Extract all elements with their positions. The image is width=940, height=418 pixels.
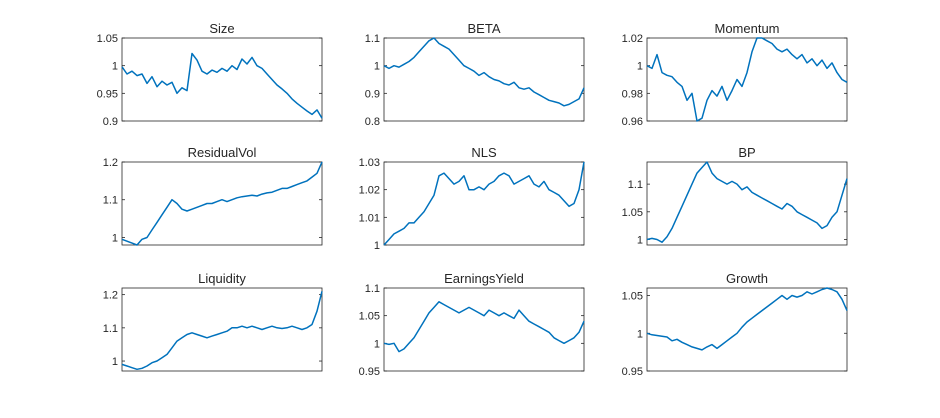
- y-tick-label: 1: [374, 338, 380, 350]
- y-tick-label: 1.1: [365, 33, 380, 45]
- y-tick-label: 0.9: [365, 88, 380, 100]
- axes-box: [121, 161, 323, 246]
- y-tick-label: 1: [637, 234, 643, 246]
- subplot-title: BP: [738, 145, 755, 160]
- axes-box: [646, 287, 848, 372]
- y-tick-label: 1: [374, 61, 380, 73]
- y-tick-label: 1.1: [103, 323, 118, 335]
- y-tick-label: 1.1: [628, 179, 643, 191]
- y-tick-label: 1.03: [359, 157, 380, 169]
- y-tick-label: 1: [112, 232, 118, 244]
- y-tick-label: 1: [637, 328, 643, 340]
- y-tick-label: 0.95: [359, 366, 380, 378]
- series-line: [383, 37, 585, 107]
- subplot-bp: BP 1 1.05 1.1: [622, 145, 848, 246]
- y-tick-label: 1: [112, 61, 118, 73]
- subplot-title: Momentum: [714, 21, 779, 36]
- y-tick-label: 1: [637, 61, 643, 73]
- y-tick-label: 1.05: [622, 291, 643, 303]
- axes-box: [383, 287, 585, 372]
- y-tick-label: 0.8: [365, 116, 380, 128]
- axes-box: [646, 161, 848, 246]
- subplot-residualvol: ResidualVol 1 1.1 1.2: [103, 145, 323, 246]
- y-tick-label: 1: [374, 240, 380, 252]
- axes-box: [121, 37, 323, 122]
- subplot-momentum: Momentum 0.96 0.98 1 1.02: [622, 21, 848, 128]
- subplot-title: ResidualVol: [188, 145, 257, 160]
- y-tick-label: 1.02: [622, 33, 643, 45]
- series-line: [121, 52, 323, 119]
- subplot-title: EarningsYield: [444, 271, 524, 286]
- axes-box: [121, 287, 323, 372]
- y-tick-label: 1.1: [365, 283, 380, 295]
- subplot-title: Liquidity: [198, 271, 246, 286]
- subplot-liquidity: Liquidity 1 1.1 1.2: [103, 271, 323, 372]
- y-tick-label: 1.05: [359, 311, 380, 323]
- y-tick-label: 1.01: [359, 212, 380, 224]
- subplot-title: Growth: [726, 271, 768, 286]
- series-line: [646, 161, 848, 243]
- y-tick-label: 1: [112, 356, 118, 368]
- series-line: [121, 291, 323, 371]
- series-line: [383, 301, 585, 353]
- y-tick-label: 0.95: [622, 366, 643, 378]
- y-tick-label: 0.9: [103, 116, 118, 128]
- y-tick-label: 1.05: [97, 33, 118, 45]
- y-tick-label: 1.2: [103, 290, 118, 302]
- subplot-nls: NLS 1 1.01 1.02 1.03: [359, 145, 585, 252]
- subplot-earningsyield: EarningsYield 0.95 1 1.05 1.1: [359, 271, 585, 378]
- series-line: [383, 161, 585, 246]
- y-tick-label: 1.02: [359, 185, 380, 197]
- y-tick-label: 1.1: [103, 195, 118, 207]
- y-tick-label: 0.95: [97, 88, 118, 100]
- subplot-title: BETA: [468, 21, 501, 36]
- axes-box: [646, 37, 848, 122]
- y-tick-label: 1.05: [622, 207, 643, 219]
- axes-box: [383, 161, 585, 246]
- subplot-title: NLS: [471, 145, 497, 160]
- y-tick-label: 1.2: [103, 157, 118, 169]
- y-tick-label: 0.96: [622, 116, 643, 128]
- subplot-size: Size 0.9 0.95 1 1.05: [97, 21, 323, 128]
- series-line: [121, 161, 323, 246]
- subplot-beta: BETA 0.8 0.9 1 1.1: [365, 21, 585, 128]
- series-line: [646, 37, 848, 122]
- subplot-title: Size: [209, 21, 234, 36]
- series-line: [646, 287, 848, 351]
- y-tick-label: 0.98: [622, 88, 643, 100]
- subplot-growth: Growth 0.95 1 1.05: [622, 271, 848, 378]
- axes-box: [383, 37, 585, 122]
